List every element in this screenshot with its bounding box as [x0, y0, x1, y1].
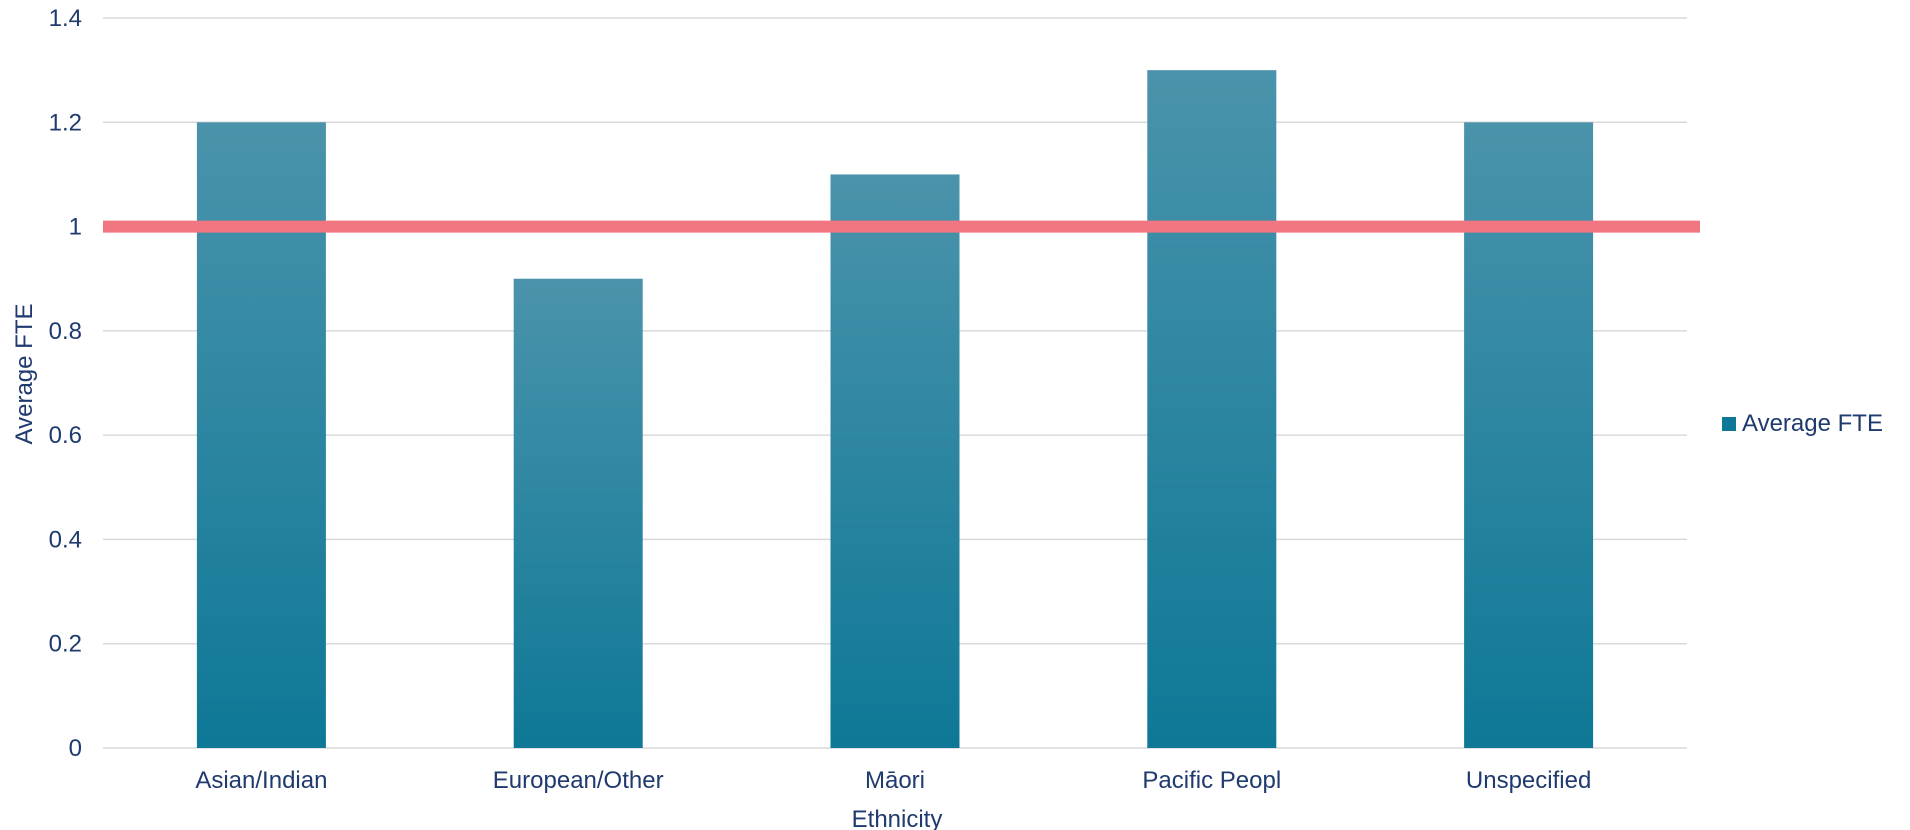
y-tick-label: 0.6: [49, 422, 82, 449]
y-tick-label: 1.2: [49, 109, 82, 136]
y-axis-ticks: 0 0.2 0.4 0.6 0.8 1 1.2 1.4: [49, 5, 82, 762]
y-tick-label: 0.8: [49, 318, 82, 345]
x-axis-ticks: Asian/Indian European/Other Māori Pacific P…: [195, 767, 1591, 794]
x-tick-label: Unspecified: [1466, 767, 1591, 794]
bar-0: [196, 122, 326, 749]
bar-3: [1147, 70, 1277, 748]
bar-2: [830, 174, 960, 748]
y-tick-label: 0: [69, 735, 82, 762]
x-tick-label: Māori: [865, 767, 925, 794]
y-tick-label: 1.4: [49, 5, 82, 32]
x-tick-label: European/Other: [493, 767, 664, 794]
x-axis-title: Ethnicity: [852, 806, 943, 830]
y-tick-label: 0.2: [49, 631, 82, 658]
bars: [196, 70, 1594, 749]
bar-4: [1464, 122, 1594, 749]
legend-swatch: [1722, 417, 1736, 431]
bar-1: [513, 278, 643, 748]
legend-label-average-fte: Average FTE: [1742, 410, 1883, 437]
y-tick-label: 0.4: [49, 526, 82, 553]
y-tick-label: 1: [69, 214, 82, 241]
x-tick-label: Asian/Indian: [195, 767, 327, 794]
x-tick-label: Pacific Peopl: [1142, 767, 1281, 794]
legend: Average FTE: [1722, 410, 1883, 438]
y-axis-title: Average FTE: [11, 304, 38, 445]
